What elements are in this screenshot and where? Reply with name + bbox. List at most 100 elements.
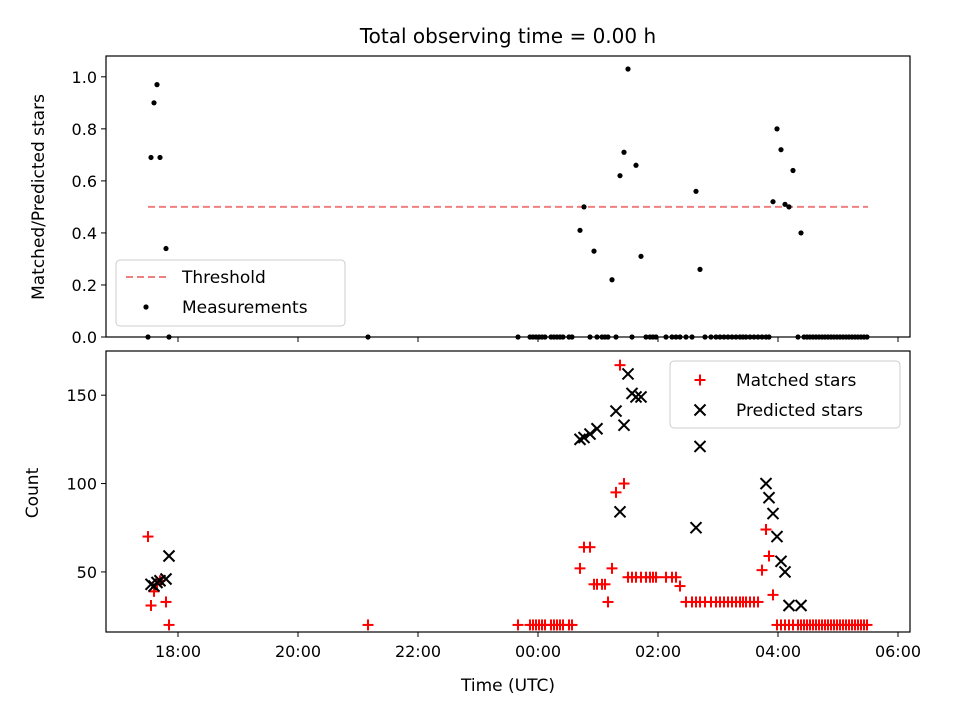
predicted-star-point	[693, 440, 707, 453]
matched-star-point	[670, 571, 682, 583]
predicted-star-point	[629, 390, 643, 404]
measurement-point	[669, 334, 675, 340]
bottom-plot-area	[105, 350, 911, 633]
measurement-point	[569, 334, 575, 340]
measurement-point	[605, 334, 611, 340]
measurement-point	[725, 334, 731, 340]
measurement-point	[587, 334, 593, 340]
predicted-star-point	[583, 427, 597, 441]
measurement-point	[697, 266, 703, 272]
predicted-star-point	[770, 530, 784, 543]
top-y-axis-label: Matched/Predicted stars	[29, 94, 49, 300]
bottom-x-tick-label: 04:00	[755, 642, 801, 661]
matched-star-point	[618, 478, 630, 490]
measurement-point	[542, 334, 548, 340]
bottom-x-tick-label: 02:00	[635, 642, 681, 661]
measurement-point	[693, 188, 699, 194]
bottom-y-tick-label: 100	[66, 475, 97, 494]
measurement-point	[717, 334, 723, 340]
legend-measurement-swatch	[143, 304, 149, 310]
measurement-point	[609, 277, 615, 283]
measurement-point	[790, 167, 796, 174]
measurement-point	[766, 334, 772, 340]
bottom-x-tick-label: 18:00	[155, 642, 201, 661]
bottom-x-tick-label: 22:00	[395, 642, 441, 661]
top-legend-box	[115, 259, 346, 327]
legend-matched-label: Matched stars	[736, 371, 856, 391]
legend-predicted-swatch	[693, 403, 707, 417]
matched-star-point	[614, 359, 626, 371]
predicted-star-point	[162, 549, 176, 563]
bottom-x-axis: 18:00 20:00 22:00 00:00 02:00 04:00 06:00	[155, 632, 921, 661]
top-y-tick-label: 0.0	[72, 328, 97, 347]
predicted-star-point	[573, 433, 587, 446]
matched-star-point	[602, 596, 614, 608]
bottom-legend: Matched stars Predicted stars	[669, 360, 901, 429]
measurement-point	[581, 204, 587, 210]
measurement-point	[798, 230, 804, 236]
matched-star-point	[512, 619, 524, 631]
measurement-point	[778, 147, 784, 153]
bottom-plot-frame	[105, 350, 911, 633]
predicted-star-point	[782, 599, 796, 612]
measurement-point	[591, 248, 597, 254]
matched-star-point	[163, 619, 175, 631]
matched-star-point	[362, 619, 374, 631]
predicted-star-point	[766, 507, 780, 520]
measurement-point	[743, 334, 749, 340]
predicted-star-point	[759, 477, 773, 490]
measurement-point	[677, 334, 683, 340]
measurement-point	[151, 100, 157, 106]
measurement-point	[365, 334, 371, 340]
measurement-point	[747, 334, 753, 340]
measurement-point	[577, 227, 583, 233]
measurement-point	[166, 334, 172, 340]
bottom-y-axis-label: Count	[23, 467, 43, 518]
predicted-star-point	[617, 419, 631, 432]
matched-star-point	[599, 578, 611, 590]
predicted-star-point	[590, 422, 604, 435]
legend-matched-swatch	[694, 374, 706, 386]
measurement-point	[683, 334, 689, 340]
matched-star-point	[145, 599, 157, 611]
matched-star-point	[584, 541, 596, 553]
measurement-point	[663, 334, 669, 340]
measurement-point	[702, 334, 708, 340]
measurement-point	[154, 82, 160, 88]
predicted-star-point	[634, 390, 648, 404]
measurement-point	[629, 334, 635, 340]
measurement-point	[770, 199, 776, 205]
measurement-point	[774, 126, 780, 132]
measurement-point	[751, 334, 757, 340]
matched-star-point	[574, 562, 586, 574]
measurement-point	[633, 162, 639, 168]
measurement-point	[621, 149, 627, 155]
legend-predicted-label: Predicted stars	[736, 401, 863, 421]
measurement-point	[755, 334, 761, 340]
bottom-legend-box	[669, 360, 901, 429]
top-legend: Threshold Measurements	[115, 259, 346, 327]
measurement-point	[157, 154, 163, 161]
matched-star-point	[606, 562, 618, 574]
measurement-point	[145, 334, 151, 340]
matched-star-point	[760, 523, 772, 535]
measurement-point	[613, 334, 619, 340]
bottom-y-axis: 50 100 150	[66, 386, 106, 582]
matched-star-point	[160, 596, 172, 608]
top-y-axis: 0.0 0.2 0.4 0.6 0.8 1.0	[72, 68, 106, 347]
measurement-point	[643, 334, 649, 340]
bottom-x-tick-label: 00:00	[515, 642, 561, 661]
measurement-point	[673, 334, 679, 340]
predicted-star-point	[159, 572, 173, 586]
top-y-tick-label: 1.0	[72, 68, 97, 87]
top-plot-frame	[105, 55, 911, 338]
bottom-y-tick-label: 150	[66, 386, 97, 405]
top-y-tick-label: 0.8	[72, 120, 97, 139]
measurement-point	[560, 334, 566, 340]
matched-star-point	[861, 619, 873, 631]
measurement-point	[721, 334, 727, 340]
measurement-point	[782, 201, 788, 207]
predicted-star-point	[778, 565, 792, 579]
predicted-star-point	[621, 367, 635, 381]
matched-star-point	[767, 589, 779, 601]
